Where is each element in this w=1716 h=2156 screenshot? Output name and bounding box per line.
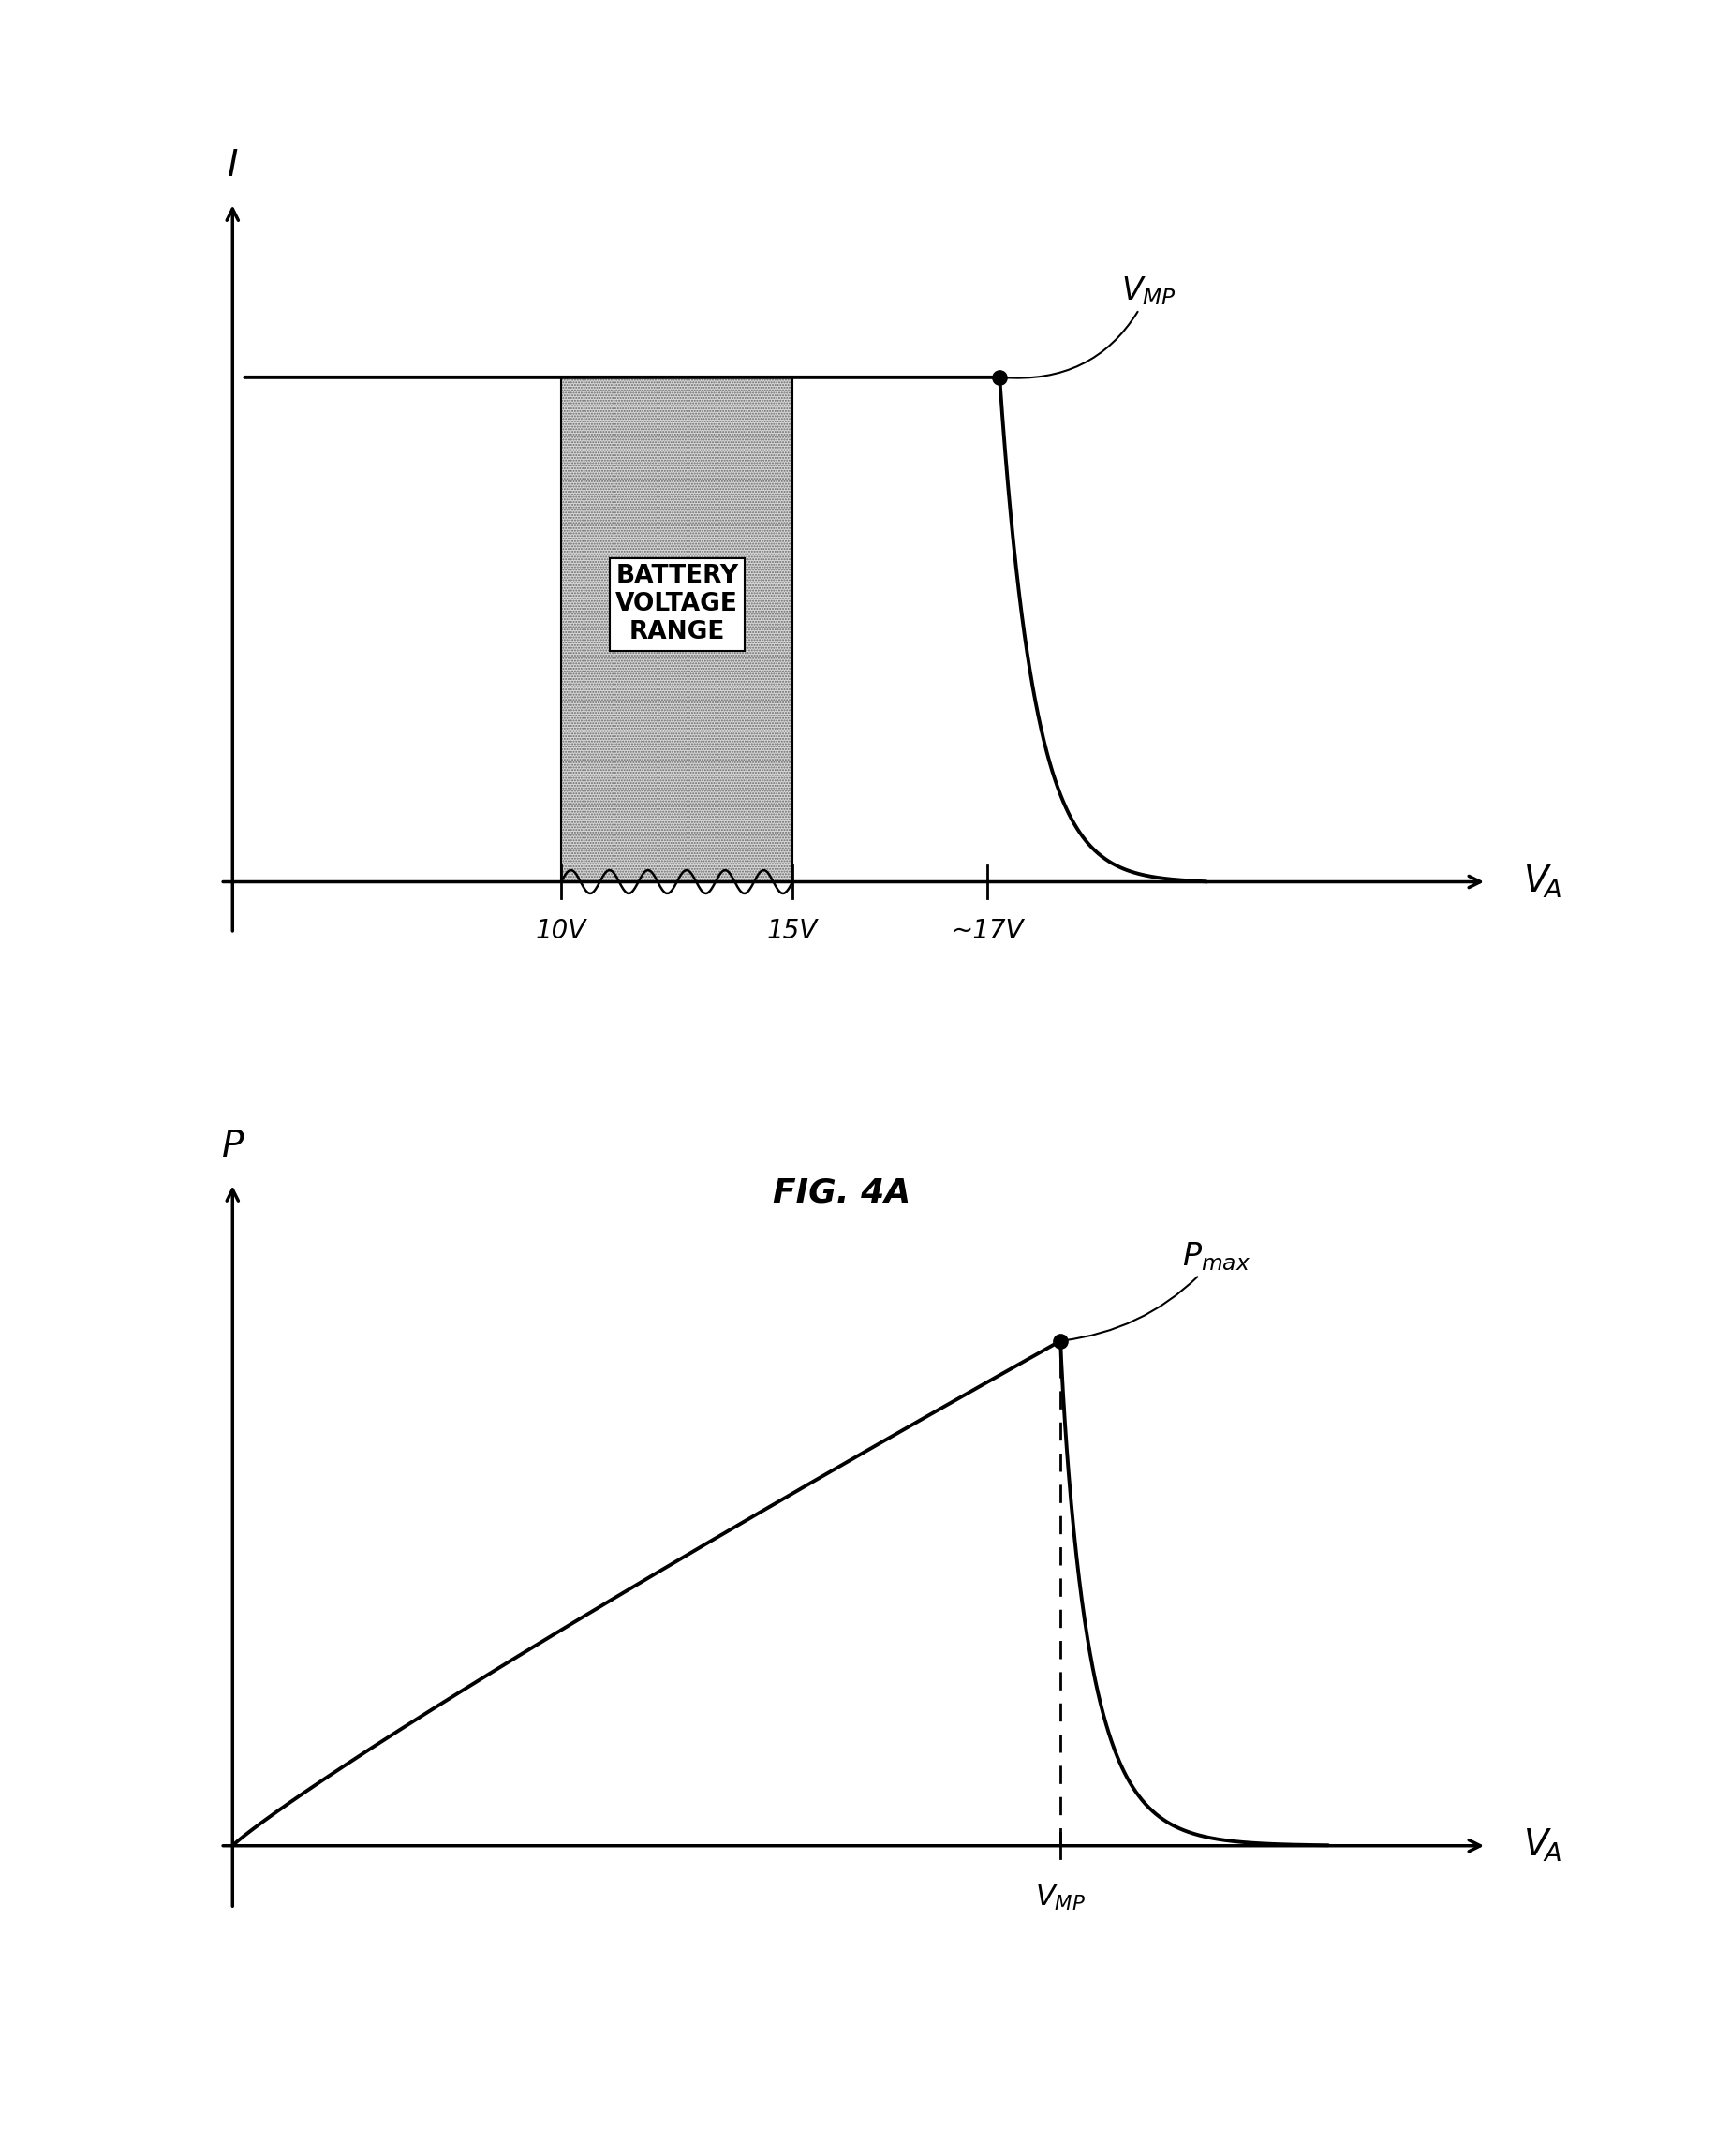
- Text: ~17V: ~17V: [951, 916, 1023, 944]
- Text: $I$: $I$: [227, 147, 239, 183]
- Text: $P_{max}$: $P_{max}$: [1062, 1240, 1249, 1341]
- Text: BATTERY
VOLTAGE
RANGE: BATTERY VOLTAGE RANGE: [616, 565, 738, 645]
- Text: $P$: $P$: [221, 1128, 244, 1164]
- Bar: [561, 377, 793, 882]
- Text: $V_{MP}$: $V_{MP}$: [1035, 1884, 1085, 1912]
- Bar: [561, 377, 793, 882]
- Text: $V_{MP}$: $V_{MP}$: [1002, 274, 1175, 377]
- Text: FIG. 4A: FIG. 4A: [772, 1177, 909, 1207]
- Text: $V_{\!A}$: $V_{\!A}$: [1522, 862, 1560, 901]
- Text: 10V: 10V: [535, 916, 587, 944]
- Text: $V_{\!A}$: $V_{\!A}$: [1522, 1828, 1560, 1865]
- Text: 15V: 15V: [767, 916, 817, 944]
